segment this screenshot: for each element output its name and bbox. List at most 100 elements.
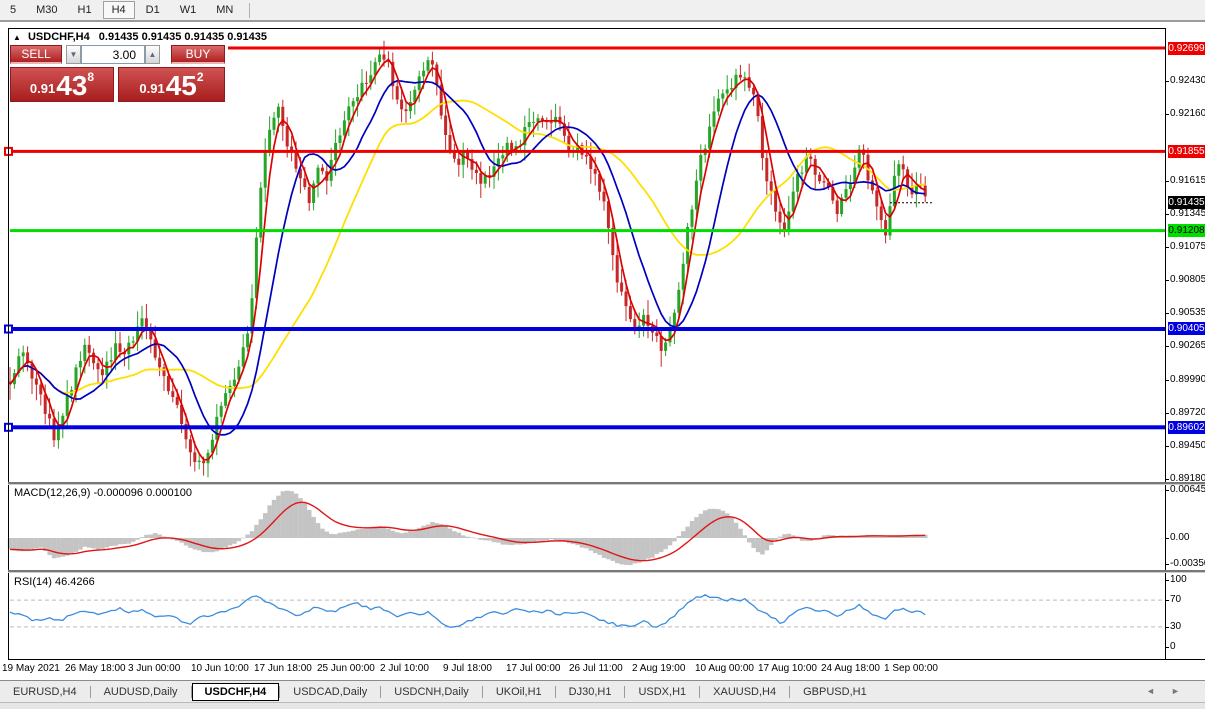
time-axis-label: 3 Jun 00:00 (128, 663, 181, 674)
price-level-badge: 0.91855 (1168, 145, 1205, 158)
tab-separator (481, 685, 483, 698)
price-tick-mark (1165, 313, 1169, 314)
time-axis-separator[interactable] (8, 659, 1205, 660)
price-tick-mark (1165, 380, 1169, 381)
tab-separator (699, 685, 701, 698)
timeframe-button-mn[interactable]: MN (216, 4, 234, 16)
chart-ohlc-values: 0.91435 0.91435 0.91435 0.91435 (98, 31, 267, 43)
price-tick-mark (1165, 346, 1169, 347)
buy-button[interactable]: BUY (171, 45, 225, 64)
tab-separator (380, 685, 382, 698)
price-tick-mark (1165, 479, 1169, 480)
timeframe-button-d1[interactable]: D1 (145, 4, 160, 16)
tab-separator (89, 685, 91, 698)
price-tick-label: 0.91075 (1170, 241, 1205, 252)
macd-tick-mark (1165, 564, 1169, 565)
bottom-strip (0, 702, 1205, 709)
chart-border-left (8, 28, 9, 660)
price-tick-mark (1165, 81, 1169, 82)
buy-price-pip: 2 (196, 70, 204, 84)
collapse-panel-icon[interactable]: ▲ (13, 33, 21, 42)
price-level-badge: 0.89602 (1168, 421, 1205, 434)
chart-tab-eurusd[interactable]: EURUSD,H4 (13, 685, 77, 698)
time-axis-label: 26 May 18:00 (65, 663, 126, 674)
time-axis-label: 19 May 2021 (2, 663, 60, 674)
sell-price-big: 43 (56, 70, 88, 101)
chart-tab-dj30[interactable]: DJ30,H1 (568, 685, 612, 698)
macd-window-separator[interactable] (8, 482, 1205, 485)
chart-tab-gbpusd[interactable]: GBPUSD,H1 (803, 685, 867, 698)
candles-group (8, 40, 927, 478)
price-tick-label: 0.92160 (1170, 108, 1205, 119)
chart-tab-usdx[interactable]: USDX,H1 (638, 685, 687, 698)
price-tick-label: 0.89720 (1170, 407, 1205, 418)
sell-price-box[interactable]: 0.91 43 8 (10, 67, 114, 102)
rsi-tick-mark (1165, 647, 1169, 648)
chart-title: ▲ USDCHF,H4 0.91435 0.91435 0.91435 0.91… (13, 31, 267, 43)
volume-spinner: ▼ 3.00 ▲ (66, 45, 160, 64)
buy-price-box[interactable]: 0.91 45 2 (118, 67, 225, 102)
toolbar-separator (249, 2, 251, 18)
rsi-axis-label: 0 (1170, 641, 1176, 652)
rsi-axis-label: 70 (1170, 594, 1182, 605)
time-axis-label: 2 Jul 10:00 (380, 663, 429, 674)
price-tick-mark (1165, 214, 1169, 215)
price-tick-label: 0.89990 (1170, 374, 1205, 385)
price-tick-mark (1165, 181, 1169, 182)
price-level-badge: 0.91208 (1168, 224, 1205, 237)
sell-button[interactable]: SELL (10, 45, 62, 64)
macd-header: MACD(12,26,9) -0.000096 0.000100 (14, 487, 192, 499)
time-axis-label: 10 Aug 00:00 (695, 663, 754, 674)
chart-tab-usdcnh[interactable]: USDCNH,Daily (394, 685, 469, 698)
macd-axis-label: 0.00 (1170, 532, 1190, 543)
buy-price-prefix: 0.91 (139, 81, 165, 96)
chart-tab-usdchf[interactable]: USDCHF,H4 (191, 682, 280, 701)
macd-axis-label: 0.006451 (1170, 484, 1205, 495)
chart-tab-xauusd[interactable]: XAUUSD,H4 (713, 685, 777, 698)
timeframe-button-5[interactable]: 5 (10, 4, 17, 16)
rsi-window-separator[interactable] (8, 570, 1205, 573)
timeframe-button-m30[interactable]: M30 (36, 4, 58, 16)
tabs-scroll-left-icon[interactable]: ◄ (1146, 686, 1155, 696)
price-axis-separator[interactable] (1165, 28, 1166, 660)
tab-separator (624, 685, 626, 698)
rsi-tick-mark (1165, 580, 1169, 581)
rsi-header: RSI(14) 46.4266 (14, 576, 95, 588)
price-tick-label: 0.91615 (1170, 175, 1205, 186)
chart-symbol-timeframe: USDCHF,H4 (27, 31, 90, 43)
rsi-group (9, 594, 1164, 628)
price-tick-label: 0.90265 (1170, 340, 1205, 351)
tab-separator (190, 685, 192, 698)
time-axis-label: 10 Jun 10:00 (191, 663, 249, 674)
chart-tab-usdcad[interactable]: USDCAD,Daily (293, 685, 368, 698)
timeframe-button-h4[interactable]: H4 (102, 1, 135, 19)
price-tick-label: 0.90805 (1170, 274, 1205, 285)
volume-input[interactable]: 3.00 (81, 45, 145, 64)
chart-tab-ukoil[interactable]: UKOil,H1 (495, 685, 542, 698)
timeframe-button-w1[interactable]: W1 (179, 4, 197, 16)
moving-averages-group (9, 58, 926, 461)
time-axis-label: 17 Aug 10:00 (758, 663, 817, 674)
tabs-scroll-right-icon[interactable]: ► (1171, 686, 1180, 696)
price-tick-label: 0.90535 (1170, 307, 1205, 318)
tab-separator (789, 685, 791, 698)
time-axis-label: 26 Jul 11:00 (569, 663, 623, 674)
price-tick-mark (1165, 446, 1169, 447)
buy-price-big: 45 (165, 70, 197, 101)
timeframe-button-h1[interactable]: H1 (77, 4, 92, 16)
rsi-tick-mark (1165, 627, 1169, 628)
volume-increase-button[interactable]: ▲ (145, 45, 160, 64)
macd-tick-mark (1165, 538, 1169, 539)
chart-tab-bar: EURUSD,H4 AUDUSD,Daily USDCHF,H4 USDCAD,Dai… (0, 680, 1205, 702)
time-axis-label: 17 Jul 00:00 (506, 663, 561, 674)
sell-price-prefix: 0.91 (29, 81, 56, 96)
time-axis-label: 17 Jun 18:00 (254, 663, 312, 674)
price-tick-mark (1165, 280, 1169, 281)
macd-axis-label: -0.00350 (1170, 558, 1205, 569)
volume-decrease-button[interactable]: ▼ (66, 45, 81, 64)
price-tick-label: 0.89450 (1170, 440, 1205, 451)
chart-tab-audusd[interactable]: AUDUSD,Daily (103, 685, 178, 698)
price-tick-mark (1165, 413, 1169, 414)
